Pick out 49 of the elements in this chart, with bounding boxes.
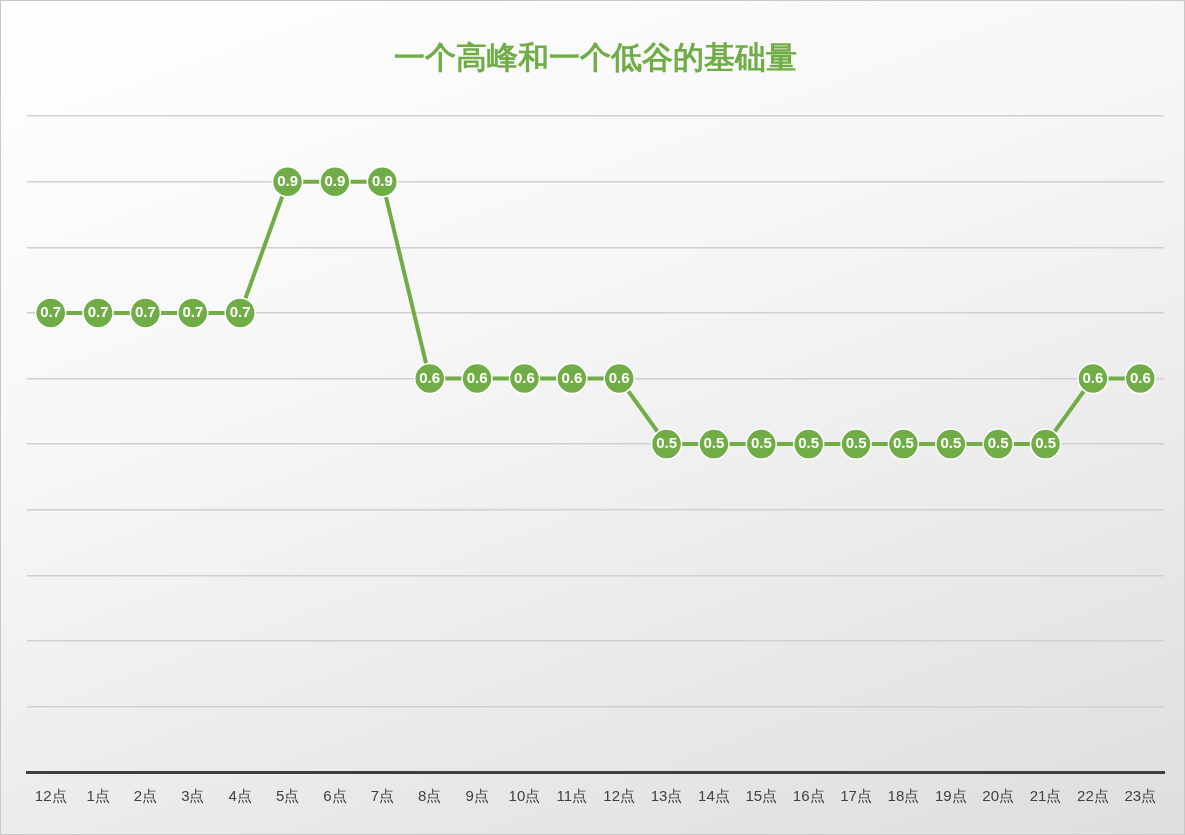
data-label: 0.6 (514, 368, 535, 386)
x-tick-label: 5点 (275, 787, 300, 805)
data-label: 0.6 (1129, 368, 1151, 386)
data-label: 0.7 (87, 303, 109, 321)
data-label: 0.6 (466, 368, 488, 386)
data-label: 0.5 (940, 434, 962, 452)
data-label: 0.6 (608, 368, 630, 386)
x-tick-label: 10点 (508, 787, 541, 805)
x-tick-label: 15点 (745, 787, 778, 805)
x-tick-label: 22点 (1077, 787, 1109, 805)
data-label: 0.5 (987, 434, 1009, 452)
data-label: 0.5 (845, 434, 867, 452)
data-label: 0.7 (229, 303, 251, 321)
x-tick-label: 16点 (792, 787, 825, 805)
x-tick-label: 2点 (133, 787, 158, 805)
x-tick-label: 14点 (698, 787, 730, 805)
x-tick-label: 7点 (370, 787, 394, 805)
x-tick-label: 4点 (228, 787, 252, 805)
data-label: 0.5 (703, 434, 725, 452)
data-label: 0.7 (182, 303, 204, 321)
data-label: 0.6 (419, 368, 441, 386)
x-tick-label: 3点 (181, 787, 205, 805)
x-tick-label: 1点 (86, 787, 110, 805)
data-label: 0.6 (1082, 368, 1104, 386)
x-tick-label: 6点 (323, 787, 347, 805)
x-tick-label: 19点 (934, 787, 967, 805)
x-tick-label: 8点 (418, 787, 442, 805)
data-label: 0.5 (750, 434, 772, 452)
data-label: 0.5 (1035, 434, 1056, 452)
x-tick-label: 12点 (603, 787, 636, 805)
x-tick-label: 13点 (650, 787, 683, 805)
x-tick-label: 18点 (887, 787, 920, 805)
data-label: 0.9 (324, 171, 346, 189)
data-label: 0.7 (40, 303, 62, 321)
x-tick-label: 20点 (982, 787, 1015, 805)
x-tick-label: 11点 (556, 787, 588, 805)
x-tick-label: 17点 (840, 787, 872, 805)
x-tick-label: 12点 (34, 787, 67, 805)
x-tick-label: 9点 (465, 787, 489, 805)
data-label: 0.6 (561, 368, 583, 386)
data-label: 0.5 (798, 434, 820, 452)
data-label: 0.7 (135, 303, 156, 321)
data-label: 0.9 (371, 171, 393, 189)
x-tick-label: 23点 (1124, 787, 1157, 805)
chart-title: 一个高峰和一个低谷的基础量 (394, 40, 797, 76)
data-label: 0.5 (656, 434, 677, 452)
data-label: 0.9 (277, 171, 298, 189)
x-tick-label: 21点 (1029, 787, 1062, 805)
data-label: 0.5 (893, 434, 914, 452)
